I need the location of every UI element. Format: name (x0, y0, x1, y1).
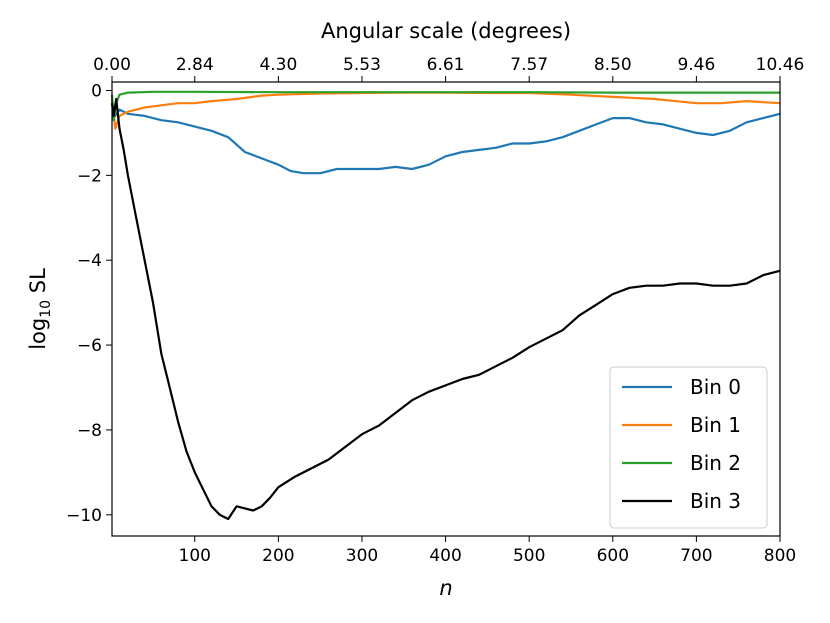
series-line-bin-1 (110, 91, 781, 130)
x-tick-label: 100 (179, 546, 211, 566)
top-tick-label: 0.00 (93, 55, 131, 75)
top-tick-label: 10.46 (756, 55, 805, 75)
y-tick-label: −4 (77, 251, 102, 271)
x-tick-label: 800 (764, 546, 796, 566)
top-tick-label: 9.46 (677, 55, 715, 75)
top-tick-label: 8.50 (594, 55, 632, 75)
y-tick-label: −8 (77, 421, 102, 441)
x-tick-label: 600 (597, 546, 629, 566)
series-line-bin-3 (110, 97, 781, 521)
x-axis-title: n (439, 576, 452, 600)
legend-label-bin-1: Bin 1 (690, 413, 741, 437)
y-axis-title: log10 SL (26, 268, 54, 350)
y-axis-title-main: log (26, 318, 50, 350)
top-tick-label: 6.61 (427, 55, 465, 75)
series-layer (110, 90, 781, 521)
y-tick-label: −6 (77, 336, 102, 356)
legend-box (609, 366, 768, 529)
y-axis-title-suffix: SL (26, 268, 50, 300)
top-tick-label: 5.53 (343, 55, 381, 75)
x-tick-label: 700 (680, 546, 712, 566)
y-tick-label: −2 (77, 166, 102, 186)
y-tick-label: −10 (66, 506, 102, 526)
x-tick-label: 300 (346, 546, 378, 566)
top-tick-label: 4.30 (259, 55, 297, 75)
y-axis-title-subscript: 10 (38, 300, 54, 318)
legend: Bin 0 Bin 1 Bin 2 Bin 3 (609, 366, 768, 529)
legend-label-bin-3: Bin 3 (690, 489, 741, 513)
x-tick-label: 200 (262, 546, 294, 566)
legend-label-bin-0: Bin 0 (690, 375, 741, 399)
top-axis-title: Angular scale (degrees) (321, 19, 571, 43)
series-line-bin-0 (110, 102, 781, 175)
top-tick-label: 2.84 (176, 55, 214, 75)
ticks-layer: 100 200 300 400 500 600 700 800 0 −2 −4 −6 −8 −10 0.00… (66, 55, 804, 566)
y-tick-label: 0 (91, 81, 102, 101)
x-tick-label: 400 (429, 546, 461, 566)
x-tick-label: 500 (513, 546, 545, 566)
legend-label-bin-2: Bin 2 (690, 451, 741, 475)
top-tick-label: 7.57 (510, 55, 548, 75)
